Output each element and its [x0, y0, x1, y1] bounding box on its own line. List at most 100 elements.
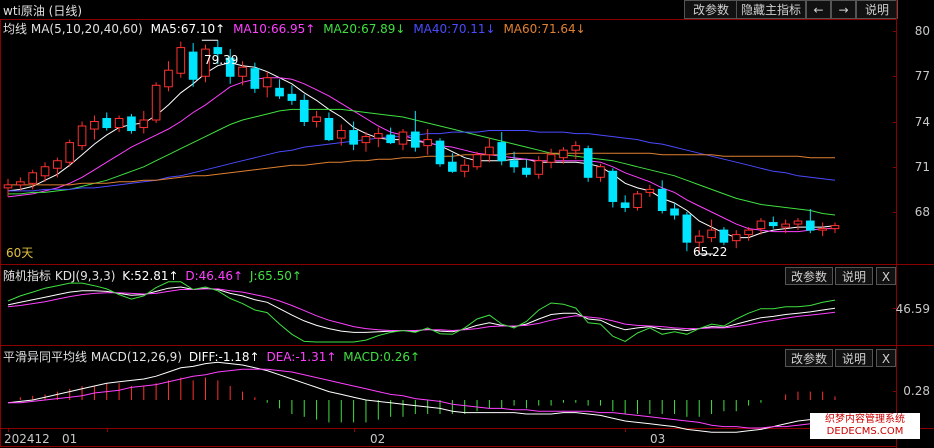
kdj-help-button[interactable]: 说明 [835, 267, 873, 285]
ma-legend-params: MA(5,10,20,40,60) [30, 22, 143, 36]
candle-body [596, 166, 605, 178]
price-tick-4: 68 [914, 205, 930, 219]
macd-help-button[interactable]: 说明 [835, 349, 873, 367]
candle-body [571, 145, 581, 151]
candle-body [485, 146, 494, 156]
watermark: 织梦内容管理系统 DEDECMS.COM [810, 413, 920, 439]
candle-body [176, 47, 186, 74]
candle-body [682, 214, 692, 243]
price-tick-3: 71 [914, 160, 930, 174]
candle-body [423, 139, 432, 147]
candle-body [645, 188, 655, 193]
candle-body [744, 229, 753, 236]
candle-body [411, 131, 420, 148]
candle-body [768, 222, 778, 227]
hide-main-indicator-button[interactable]: 隐藏主指标 [736, 0, 806, 19]
candle-body [287, 93, 297, 101]
candle-body [40, 166, 50, 177]
candle-body [262, 77, 272, 88]
kdj-legend: 随机指标 KDJ(9,3,3) K:52.81↑ D:46.46↑ J:65.5… [3, 267, 302, 284]
candle-body [472, 154, 482, 168]
candle-body [398, 131, 408, 145]
candle-body [559, 149, 568, 159]
candle-body [793, 220, 803, 225]
macd-title: 平滑异同平均线 [3, 350, 88, 364]
candle-body [731, 234, 741, 242]
macd-edit-params-button[interactable]: 改参数 [785, 349, 833, 367]
scroll-right-button[interactable]: → [831, 0, 856, 19]
candle-body [497, 142, 507, 162]
candle-body [373, 133, 383, 139]
candle-body [509, 160, 519, 168]
candle-body [151, 84, 161, 121]
candle-body [818, 228, 827, 231]
kdj-close-button[interactable]: X [876, 267, 896, 285]
macd-tick: 0.28 [903, 384, 930, 398]
ma-line-ma40 [8, 130, 836, 192]
macd-close-button[interactable]: X [876, 349, 896, 367]
ma-legend-prefix: 均线 [3, 22, 28, 36]
candle-body [435, 140, 445, 165]
x-label-01: 01 [62, 432, 78, 446]
candle-body [250, 68, 260, 89]
candle-body [3, 184, 13, 189]
price-tick-0: 80 [914, 24, 930, 38]
candle-body [312, 116, 321, 122]
candle-body [657, 188, 667, 211]
candle-body [361, 136, 371, 144]
candle-body [781, 223, 790, 228]
ma-line-ma60 [8, 152, 835, 186]
candle-body [336, 130, 346, 139]
candle-body [670, 208, 679, 216]
ma-line-ma20 [8, 108, 836, 216]
kdj-tick: 46.59 [895, 302, 930, 316]
help-button[interactable]: 说明 [856, 0, 898, 19]
candle-body [213, 47, 223, 55]
candle-body [102, 117, 112, 129]
x-label-02: 02 [370, 432, 386, 446]
candle-body [164, 69, 173, 88]
ma60-value: MA60:71.64↓ [503, 22, 586, 36]
candle-body [546, 154, 556, 163]
candle-body [386, 134, 395, 144]
candle-body [77, 125, 87, 147]
candle-body [608, 170, 618, 202]
candle-body [448, 161, 457, 172]
candle-body [188, 51, 198, 80]
low-annotation: 65.22 [693, 245, 728, 259]
macd-params: MACD(12,26,9) [90, 350, 182, 364]
x-label-03: 03 [650, 432, 666, 446]
x-label-202412: 202412 [4, 432, 50, 446]
macd-line-dea [8, 368, 836, 429]
macd-hist-value: MACD:0.26↑ [343, 350, 421, 364]
candle-body [90, 121, 99, 130]
macd-diff-value: DIFF:-1.18↑ [188, 350, 260, 364]
ma40-value: MA40:70.11↓ [413, 22, 496, 36]
candle-body [201, 48, 210, 77]
candle-body [460, 164, 470, 172]
candle-body [114, 117, 124, 129]
edit-params-button[interactable]: 改参数 [684, 0, 738, 19]
candle-body [324, 117, 334, 141]
kdj-title: 随机指标 [3, 269, 52, 283]
macd-dea-value: DEA:-1.31↑ [266, 350, 337, 364]
ma-line-ma10 [7, 77, 835, 233]
candle-body [349, 130, 358, 145]
candle-body [522, 167, 531, 175]
candle-body [127, 116, 136, 132]
candle-body [694, 235, 704, 243]
scroll-left-button[interactable]: ← [806, 0, 831, 19]
kdj-d-value: D:46.46↑ [185, 269, 244, 283]
candle-body [299, 99, 309, 122]
kdj-edit-params-button[interactable]: 改参数 [785, 267, 833, 285]
candle-body [719, 229, 729, 243]
macd-line-diff [7, 361, 836, 433]
candle-body [65, 142, 75, 163]
ma20-value: MA20:67.89↓ [323, 22, 406, 36]
candle-body [53, 160, 62, 169]
candle-body [805, 220, 815, 231]
candle-body [534, 160, 544, 175]
price-tick-2: 74 [914, 115, 930, 129]
candle-body [583, 148, 593, 178]
